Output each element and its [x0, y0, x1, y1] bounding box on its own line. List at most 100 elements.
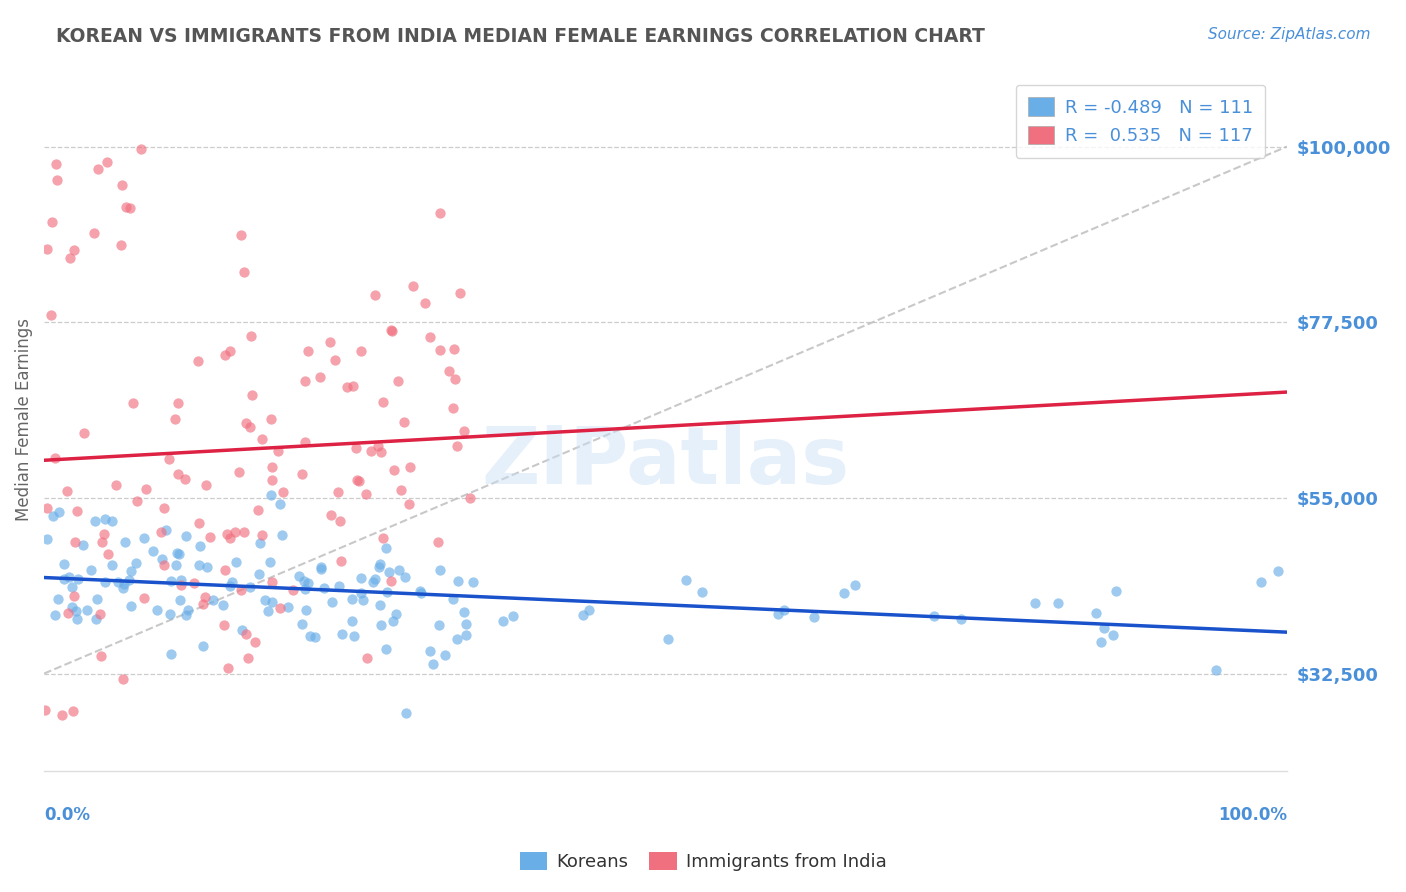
Point	[169, 592, 191, 607]
Point	[247, 566, 270, 581]
Point	[194, 591, 217, 605]
Point	[373, 531, 395, 545]
Point	[350, 586, 373, 600]
Point	[309, 560, 332, 574]
Point	[48, 505, 70, 519]
Point	[419, 644, 441, 658]
Point	[657, 632, 679, 647]
Point	[240, 388, 263, 402]
Point	[446, 632, 468, 646]
Point	[122, 395, 145, 409]
Point	[250, 528, 273, 542]
Point	[101, 515, 124, 529]
Point	[321, 595, 343, 609]
Point	[188, 558, 211, 573]
Point	[245, 635, 267, 649]
Point	[370, 445, 392, 459]
Point	[1090, 635, 1112, 649]
Point	[110, 237, 132, 252]
Point	[120, 564, 142, 578]
Point	[267, 443, 290, 458]
Legend: Koreans, Immigrants from India: Koreans, Immigrants from India	[512, 845, 894, 879]
Point	[212, 618, 235, 632]
Point	[45, 157, 67, 171]
Point	[572, 608, 595, 623]
Point	[211, 598, 233, 612]
Point	[454, 628, 477, 642]
Point	[188, 540, 211, 554]
Point	[311, 561, 333, 575]
Point	[52, 572, 75, 586]
Point	[62, 704, 84, 718]
Point	[299, 629, 322, 643]
Point	[422, 657, 444, 672]
Point	[330, 627, 353, 641]
Point	[361, 575, 384, 590]
Point	[1092, 621, 1115, 635]
Point	[125, 493, 148, 508]
Point	[269, 497, 291, 511]
Point	[319, 508, 342, 522]
Point	[434, 648, 457, 662]
Point	[766, 607, 789, 622]
Point	[219, 343, 242, 358]
Point	[368, 598, 391, 612]
Point	[297, 344, 319, 359]
Point	[347, 475, 370, 489]
Point	[409, 586, 432, 600]
Text: ZIPatlas: ZIPatlas	[481, 423, 849, 501]
Point	[112, 577, 135, 591]
Point	[120, 599, 142, 613]
Point	[326, 485, 349, 500]
Point	[41, 215, 63, 229]
Point	[368, 560, 391, 574]
Point	[291, 617, 314, 632]
Point	[262, 460, 284, 475]
Point	[374, 641, 396, 656]
Point	[217, 661, 239, 675]
Point	[382, 614, 405, 628]
Point	[323, 352, 346, 367]
Point	[350, 571, 373, 585]
Point	[463, 575, 485, 590]
Point	[364, 288, 387, 302]
Point	[453, 425, 475, 439]
Point	[387, 374, 409, 388]
Point	[454, 617, 477, 632]
Point	[35, 533, 58, 547]
Point	[215, 526, 238, 541]
Point	[690, 585, 713, 599]
Point	[65, 604, 87, 618]
Point	[86, 591, 108, 606]
Point	[165, 558, 187, 572]
Point	[129, 142, 152, 156]
Point	[922, 609, 945, 624]
Point	[502, 609, 524, 624]
Point	[89, 607, 111, 621]
Point	[39, 308, 62, 322]
Point	[1024, 596, 1046, 610]
Point	[83, 226, 105, 240]
Point	[56, 484, 79, 499]
Point	[155, 523, 177, 537]
Point	[449, 285, 471, 300]
Point	[294, 435, 316, 450]
Point	[65, 612, 87, 626]
Point	[63, 243, 86, 257]
Point	[246, 502, 269, 516]
Point	[367, 439, 389, 453]
Point	[111, 178, 134, 192]
Point	[1102, 628, 1125, 642]
Point	[370, 618, 392, 632]
Point	[429, 206, 451, 220]
Point	[368, 557, 391, 571]
Point	[399, 460, 422, 475]
Point	[141, 543, 163, 558]
Point	[342, 379, 364, 393]
Point	[232, 525, 254, 540]
Point	[120, 201, 142, 215]
Point	[169, 547, 191, 561]
Point	[773, 602, 796, 616]
Point	[328, 579, 350, 593]
Point	[371, 395, 394, 409]
